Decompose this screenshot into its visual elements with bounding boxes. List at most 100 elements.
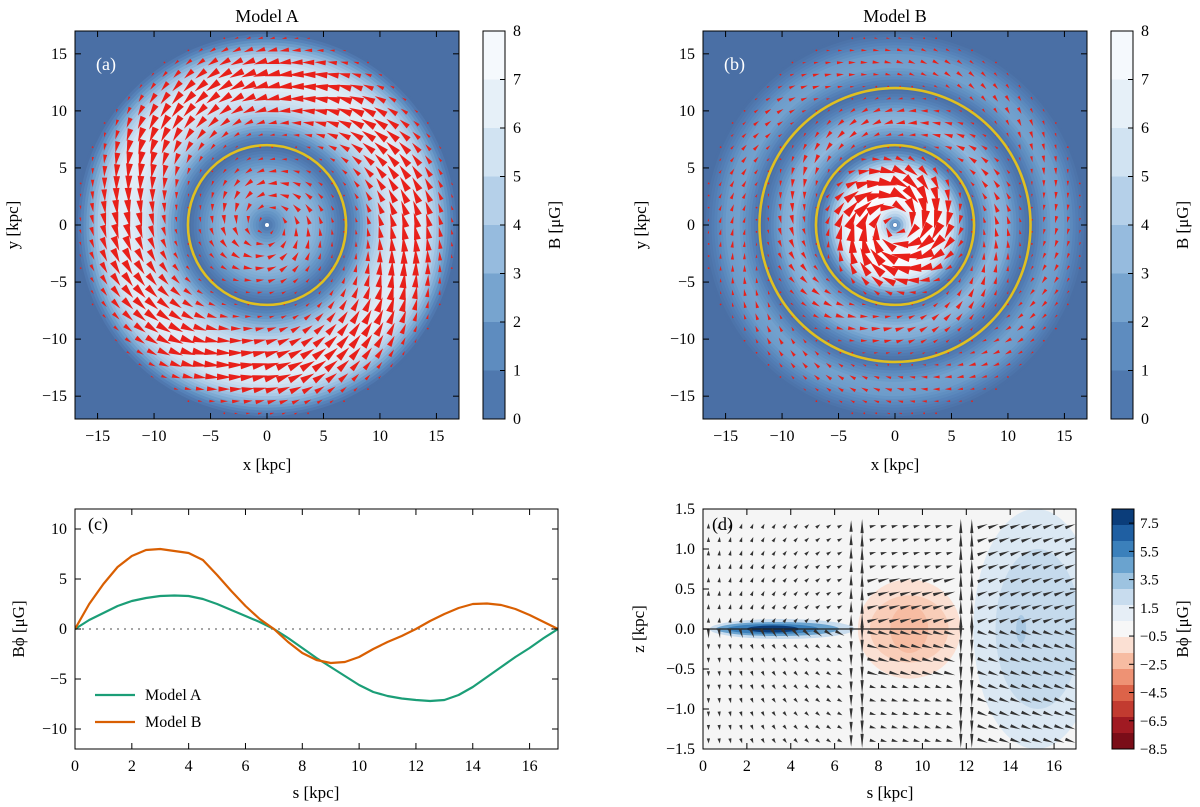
- field-arrow: [971, 400, 973, 403]
- velocity-arrow: [977, 670, 988, 676]
- velocity-arrow: [717, 628, 721, 639]
- x-tick-label: 10: [1000, 428, 1016, 445]
- field-arrow: [100, 287, 108, 296]
- field-arrow: [982, 252, 986, 260]
- field-arrow: [386, 309, 395, 325]
- field-arrow: [802, 350, 808, 357]
- field-arrow: [324, 97, 341, 104]
- velocity-arrow: [804, 711, 810, 716]
- field-arrow: [243, 252, 253, 258]
- field-arrow: [219, 57, 231, 66]
- field-arrow: [305, 239, 310, 249]
- velocity-arrow: [717, 577, 721, 583]
- series-line-model-b: [75, 547, 558, 665]
- field-arrow: [1029, 325, 1036, 331]
- field-arrow: [911, 364, 914, 366]
- field-arrow: [353, 264, 357, 273]
- field-arrow: [742, 229, 746, 235]
- field-arrow: [944, 122, 953, 126]
- panel-c-ylabel: Bϕ [μG]: [9, 600, 28, 657]
- velocity-arrow: [1010, 683, 1021, 690]
- field-arrow: [779, 146, 782, 149]
- field-arrow: [907, 120, 917, 125]
- field-arrow: [1029, 289, 1035, 295]
- velocity-arrow: [922, 578, 934, 583]
- velocity-arrow: [977, 643, 988, 649]
- velocity-arrow: [815, 537, 821, 543]
- field-arrow: [216, 361, 233, 368]
- field-arrow: [1066, 303, 1069, 306]
- field-arrow: [813, 374, 820, 381]
- velocity-arrow: [869, 684, 877, 689]
- field-arrow: [115, 141, 121, 153]
- velocity-arrow: [902, 698, 910, 702]
- field-arrow: [257, 315, 263, 319]
- velocity-arrow: [849, 560, 853, 572]
- field-arrow: [331, 182, 333, 185]
- field-arrow: [838, 49, 843, 52]
- field-arrow: [388, 189, 399, 204]
- field-arrow: [336, 360, 350, 373]
- field-arrow: [301, 386, 314, 395]
- field-arrow: [903, 263, 922, 272]
- field-arrow: [399, 310, 406, 324]
- velocity-arrow: [860, 720, 864, 735]
- field-arrow: [150, 163, 157, 179]
- field-arrow: [425, 189, 434, 203]
- x-tick-label: 14: [465, 758, 481, 775]
- velocity-arrow: [878, 618, 890, 624]
- velocity-arrow: [771, 657, 776, 663]
- velocity-arrow: [880, 711, 888, 715]
- field-arrow: [206, 386, 218, 392]
- field-arrow: [995, 388, 997, 391]
- field-arrow: [172, 263, 180, 272]
- field-arrow: [351, 287, 359, 299]
- field-arrow: [1016, 107, 1022, 114]
- colorbar-band: [1111, 273, 1133, 322]
- field-arrow: [367, 61, 369, 64]
- field-arrow: [336, 347, 350, 361]
- field-arrow: [414, 224, 421, 241]
- field-arrow: [91, 168, 95, 175]
- field-arrow: [451, 254, 453, 259]
- field-arrow: [169, 360, 183, 367]
- field-arrow: [193, 311, 206, 319]
- field-arrow: [765, 97, 771, 102]
- field-arrow: [353, 61, 359, 65]
- field-arrow: [246, 157, 251, 161]
- velocity-arrow: [717, 536, 721, 543]
- field-arrow: [1043, 204, 1046, 211]
- velocity-arrow: [988, 643, 999, 649]
- field-arrow: [922, 146, 926, 149]
- field-arrow: [377, 202, 385, 215]
- velocity-arrow: [860, 559, 864, 574]
- velocity-arrow: [804, 578, 810, 583]
- field-arrow: [426, 327, 429, 330]
- field-arrow: [833, 202, 845, 215]
- field-arrow: [1054, 167, 1058, 175]
- velocity-arrow: [706, 628, 710, 639]
- velocity-arrow: [932, 591, 945, 597]
- velocity-arrow: [1021, 710, 1032, 716]
- field-arrow: [767, 350, 771, 356]
- field-arrow: [389, 363, 394, 368]
- field-arrow: [754, 181, 758, 186]
- field-arrow: [790, 302, 794, 306]
- field-arrow: [850, 144, 856, 150]
- field-arrow: [981, 264, 985, 273]
- field-arrow: [969, 60, 974, 65]
- field-arrow: [719, 157, 722, 161]
- field-arrow: [995, 61, 997, 64]
- field-arrow: [294, 227, 299, 237]
- field-arrow: [340, 61, 349, 65]
- velocity-arrow: [1064, 618, 1076, 624]
- field-arrow: [1042, 240, 1047, 247]
- field-arrow: [981, 338, 987, 342]
- panel-d-colorbar-label: Bϕ [μG]: [1173, 600, 1192, 657]
- field-arrow: [219, 117, 231, 127]
- velocity-arrow: [760, 617, 765, 623]
- velocity-arrow: [760, 523, 765, 529]
- velocity-arrow: [826, 551, 832, 556]
- velocity-arrow: [782, 643, 787, 649]
- field-arrow: [741, 180, 747, 188]
